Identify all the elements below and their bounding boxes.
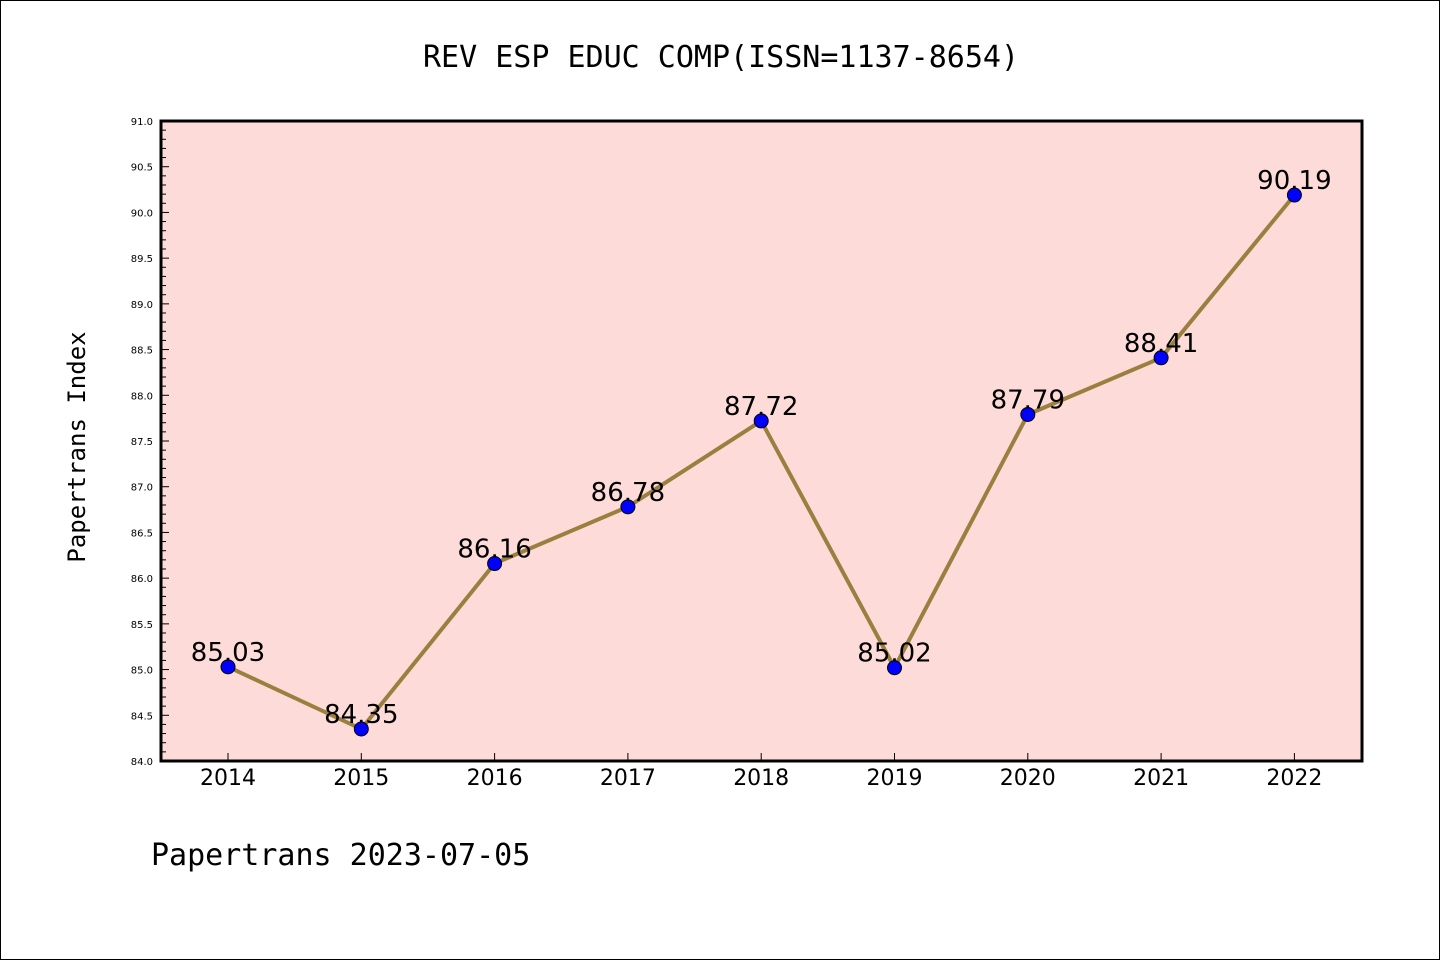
data-label: 86.16 <box>457 535 531 565</box>
x-tick-label: 2019 <box>867 766 923 791</box>
x-axis: 2014 2015 2016 2017 2018 2019 2020 2021 2022 <box>200 753 1322 791</box>
y-tick-label: 88.5 <box>131 346 153 357</box>
data-label: 87.72 <box>724 392 798 422</box>
y-tick-label: 87.0 <box>131 483 153 494</box>
y-tick-label: 90.5 <box>131 163 153 174</box>
data-label: 84.35 <box>324 700 398 730</box>
y-axis-label: Papertrans Index <box>63 331 91 562</box>
x-tick-label: 2022 <box>1266 766 1322 791</box>
data-point <box>353 721 369 737</box>
y-tick-label: 87.5 <box>131 437 153 448</box>
footer-text: Papertrans 2023-07-05 <box>151 838 530 873</box>
x-tick-label: 2021 <box>1133 766 1189 791</box>
x-tick-label: 2017 <box>600 766 656 791</box>
y-tick-label: 89.5 <box>131 254 153 265</box>
y-tick-label: 86.0 <box>131 574 153 585</box>
x-tick-label: 2016 <box>467 766 523 791</box>
y-tick-label: 88.0 <box>131 391 153 402</box>
x-tick-label: 2020 <box>1000 766 1056 791</box>
data-label: 88.41 <box>1124 329 1198 359</box>
data-point <box>1153 350 1169 366</box>
x-tick-label: 2014 <box>200 766 256 791</box>
y-tick-label: 84.5 <box>131 711 153 722</box>
data-point <box>1286 187 1302 203</box>
data-label: 87.79 <box>991 385 1065 415</box>
data-label: 90.19 <box>1257 166 1331 196</box>
data-label: 86.78 <box>591 478 665 508</box>
x-tick-label: 2015 <box>333 766 389 791</box>
y-tick-label: 85.5 <box>131 620 153 631</box>
data-point <box>220 659 236 675</box>
data-label: 85.02 <box>857 639 931 669</box>
y-tick-label: 91.0 <box>131 117 153 128</box>
plot-area <box>159 119 1364 763</box>
data-point <box>620 499 636 515</box>
chart-title: REV ESP EDUC COMP(ISSN=1137-8654) <box>423 40 1019 75</box>
data-label: 85.03 <box>191 638 265 668</box>
y-tick-label: 89.0 <box>131 300 153 311</box>
data-point <box>487 556 503 572</box>
x-tick-label: 2018 <box>733 766 789 791</box>
data-label-layer: 85.03 84.35 86.16 86.78 87.72 85.02 87.79 88.41… <box>191 166 1332 730</box>
y-tick-label: 90.0 <box>131 208 153 219</box>
data-point <box>887 660 902 676</box>
y-tick-label: 85.0 <box>131 666 153 677</box>
data-point <box>753 413 769 429</box>
y-axis: 84.0 84.5 85.0 85.5 86.0 86.5 87.0 87.5 88.0 88.5… <box>131 117 169 768</box>
y-tick-label: 86.5 <box>131 528 153 539</box>
y-tick-label: 84.0 <box>131 757 153 768</box>
data-point <box>1020 406 1036 422</box>
marker-layer <box>220 187 1302 737</box>
